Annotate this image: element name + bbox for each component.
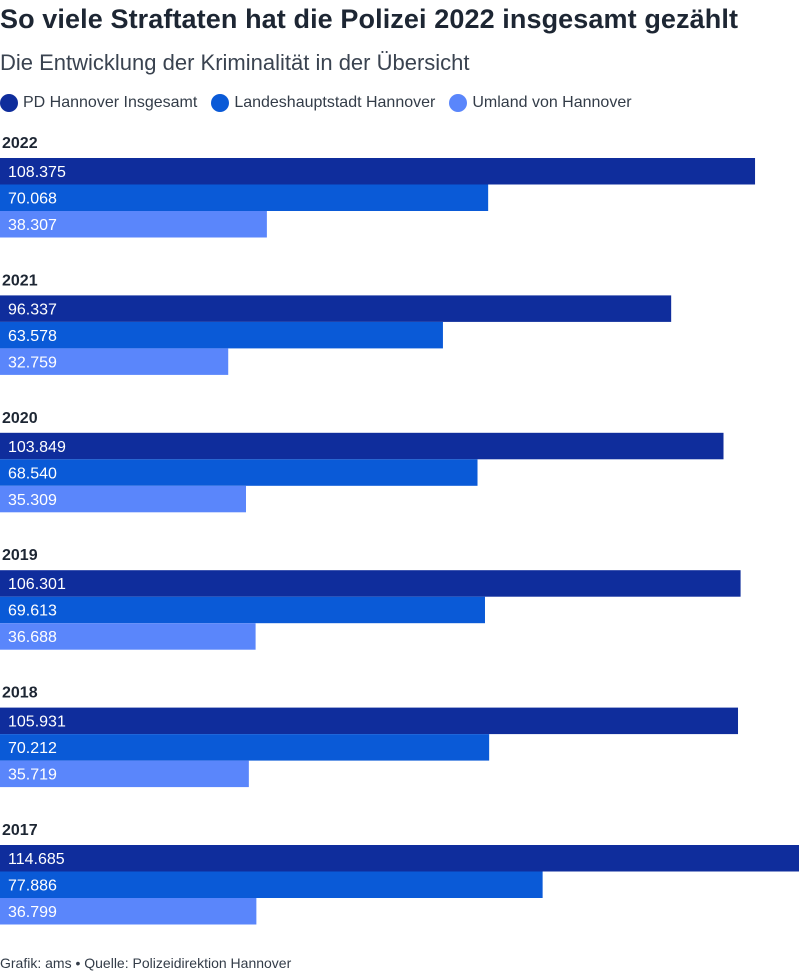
data-label: 35.719	[8, 767, 57, 784]
data-label: 114.685	[8, 851, 65, 868]
bar[interactable]	[0, 570, 741, 597]
bar[interactable]	[0, 184, 489, 212]
legend: PD Hannover Insgesamt Landeshauptstadt H…	[0, 94, 632, 112]
year-group-2021: 2021 96.337 63.578 32.759	[0, 272, 672, 375]
bar[interactable]	[0, 707, 739, 735]
data-label: 36.799	[8, 904, 57, 921]
bar[interactable]	[0, 432, 724, 460]
data-label: 32.759	[8, 354, 57, 371]
chart-footer: Grafik: ams • Quelle: Polizeidirektion H…	[0, 955, 292, 971]
chart-title: So viele Straftaten hat die Polizei 2022…	[0, 4, 739, 34]
category-label: 2021	[2, 272, 38, 289]
bar[interactable]	[0, 485, 246, 513]
bar[interactable]	[0, 734, 490, 761]
year-group-2017: 2017 114.685 77.886 36.799	[0, 822, 799, 925]
year-group-2020: 2020 103.849 68.540 35.309	[0, 410, 724, 513]
legend-item-landeshauptstadt[interactable]: Landeshauptstadt Hannover	[211, 94, 435, 112]
legend-swatch	[211, 94, 230, 112]
category-label: 2017	[2, 822, 38, 839]
data-label: 103.849	[8, 439, 66, 456]
legend-label: Landeshauptstadt Hannover	[234, 94, 436, 111]
bar[interactable]	[0, 898, 257, 925]
legend-item-pd-hannover[interactable]: PD Hannover Insgesamt	[0, 94, 197, 112]
data-label: 36.688	[8, 629, 57, 646]
category-label: 2020	[2, 410, 38, 427]
year-group-2019: 2019 106.301 69.613 36.688	[0, 547, 741, 650]
data-label: 108.375	[8, 164, 66, 181]
bar[interactable]	[0, 321, 443, 349]
year-group-2022: 2022 108.375 70.068 38.307	[0, 135, 756, 238]
category-label: 2018	[2, 685, 38, 702]
data-label: 63.578	[8, 328, 57, 345]
category-label: 2022	[2, 135, 38, 152]
year-group-2018: 2018 105.931 70.212 35.719	[0, 685, 739, 788]
legend-swatch	[449, 94, 468, 112]
data-label: 70.212	[8, 740, 57, 757]
legend-item-umland[interactable]: Umland von Hannover	[449, 94, 632, 112]
data-label: 69.613	[8, 603, 57, 620]
data-label: 70.068	[8, 191, 57, 208]
data-label: 38.307	[8, 217, 57, 234]
bar[interactable]	[0, 158, 756, 185]
legend-label: PD Hannover Insgesamt	[23, 94, 198, 111]
bar[interactable]	[0, 623, 256, 650]
bar[interactable]	[0, 295, 672, 322]
data-label: 106.301	[8, 576, 66, 593]
bar[interactable]	[0, 760, 249, 788]
data-label: 105.931	[8, 714, 66, 731]
data-label: 77.886	[8, 878, 57, 895]
chart-subtitle: Die Entwicklung der Kriminalität in der …	[0, 50, 470, 75]
bar[interactable]	[0, 459, 478, 486]
bar[interactable]	[0, 871, 543, 899]
bar[interactable]	[0, 211, 267, 238]
data-label: 68.540	[8, 465, 57, 482]
legend-swatch	[0, 94, 18, 112]
data-label: 35.309	[8, 492, 57, 509]
data-label: 96.337	[8, 301, 57, 318]
bar[interactable]	[0, 596, 485, 624]
bar[interactable]	[0, 348, 229, 375]
legend-label: Umland von Hannover	[472, 94, 632, 111]
bar-chart: 2022 108.375 70.068 38.307 2021 96.337 63.578 3…	[0, 135, 799, 925]
category-label: 2019	[2, 547, 38, 564]
bar[interactable]	[0, 845, 799, 872]
